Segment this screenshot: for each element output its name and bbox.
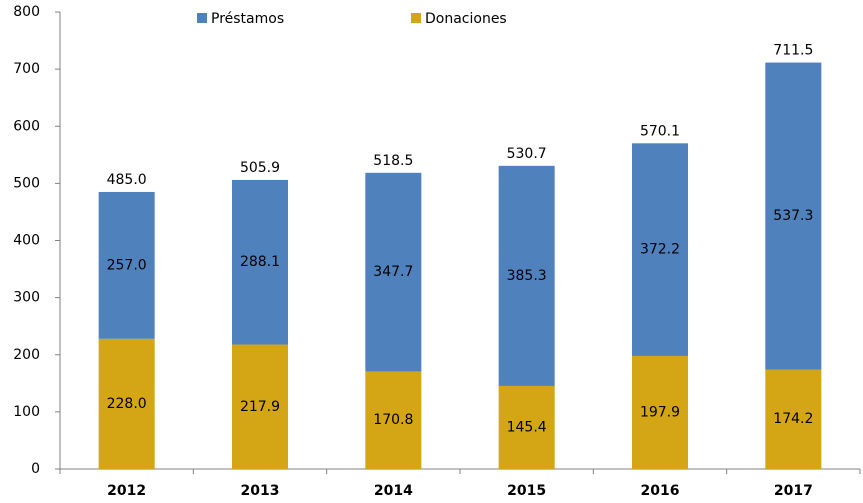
bar-segment — [232, 179, 288, 345]
total-label: 518.5 — [373, 153, 413, 169]
data-label: 372.2 — [640, 242, 680, 258]
y-tick-label: 600 — [13, 118, 40, 134]
legend-label: Donaciones — [425, 11, 507, 27]
data-label: 170.8 — [373, 412, 413, 428]
bar-segment — [765, 369, 822, 469]
x-tick-label: 2016 — [641, 483, 680, 499]
bar-segment — [632, 355, 688, 469]
bar-segment — [365, 172, 422, 372]
data-label: 197.9 — [640, 404, 680, 420]
x-tick-label: 2017 — [774, 483, 813, 499]
data-label: 288.1 — [240, 254, 280, 270]
bar-segment — [98, 338, 155, 469]
legend-swatch — [411, 13, 421, 23]
bar-segment — [98, 191, 155, 339]
y-tick-label: 100 — [13, 404, 40, 420]
total-label: 505.9 — [240, 160, 280, 176]
y-tick-label: 300 — [13, 290, 40, 306]
x-tick-label: 2014 — [374, 483, 413, 499]
y-tick-label: 400 — [13, 233, 40, 249]
bar-segment — [765, 62, 822, 370]
y-tick-label: 700 — [13, 61, 40, 77]
total-label: 711.5 — [773, 43, 813, 59]
y-tick-label: 500 — [13, 175, 40, 191]
data-label: 347.7 — [373, 264, 413, 280]
total-label: 530.7 — [507, 146, 547, 162]
legend-label: Préstamos — [211, 11, 284, 27]
data-label: 228.0 — [107, 396, 147, 412]
x-tick-label: 2012 — [107, 483, 146, 499]
data-label: 537.3 — [773, 208, 813, 224]
total-label: 485.0 — [107, 172, 147, 188]
bar-segment — [632, 143, 688, 356]
total-label: 570.1 — [640, 123, 680, 139]
bar-segment — [498, 165, 555, 386]
bar-segment — [498, 385, 555, 469]
x-tick-label: 2013 — [241, 483, 280, 499]
x-tick-label: 2015 — [507, 483, 546, 499]
y-tick-label: 0 — [31, 461, 40, 477]
data-label: 174.2 — [773, 411, 813, 427]
legend-swatch — [197, 13, 207, 23]
data-label: 145.4 — [507, 419, 547, 435]
data-label: 385.3 — [507, 268, 547, 284]
y-tick-label: 800 — [13, 4, 40, 20]
bar-segment — [232, 344, 288, 469]
bar-segment — [365, 371, 422, 469]
y-tick-label: 200 — [13, 347, 40, 363]
data-label: 257.0 — [107, 257, 147, 273]
data-label: 217.9 — [240, 399, 280, 415]
